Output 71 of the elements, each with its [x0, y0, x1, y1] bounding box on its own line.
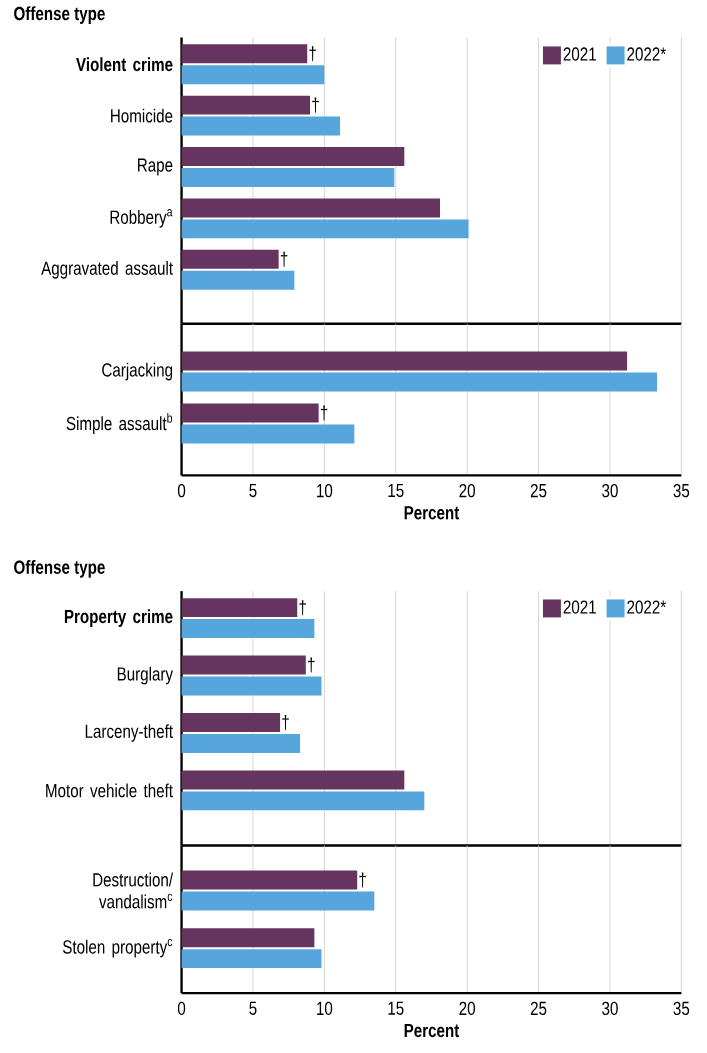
bar: [181, 655, 306, 675]
y-tick-label: Burglary: [117, 666, 173, 685]
bar: [181, 44, 308, 64]
x-tick-label: 15: [388, 1001, 404, 1015]
annotation: †: [282, 714, 289, 730]
legend-label: 2022*: [627, 600, 666, 614]
bar: [181, 619, 315, 639]
bar: [181, 733, 300, 753]
y-tick-label: Carjacking: [102, 362, 172, 381]
bar: [181, 770, 405, 790]
bar: [181, 167, 395, 187]
y-tick-label: Homicide: [110, 108, 173, 123]
bar: [181, 95, 310, 115]
bar: [181, 403, 319, 423]
bar: [181, 219, 469, 239]
bar: [181, 949, 322, 969]
bar: [181, 598, 298, 618]
x-tick-label: 5: [249, 483, 257, 498]
y-tick-label: Destruction/ vandalism$^{c}$: [93, 872, 173, 909]
x-tick-label: 35: [673, 1001, 689, 1016]
x-tick-label: 25: [530, 483, 547, 498]
x-tick-label: 10: [316, 1001, 333, 1016]
chart-title: Offense type: [13, 559, 105, 578]
legend-label: 2021: [563, 600, 596, 614]
y-tick-label: Property crime: [64, 609, 173, 627]
x-tick-label: 20: [459, 483, 475, 498]
x-axis-title: Percent: [404, 506, 459, 520]
bar: [181, 713, 280, 732]
legend-label: 2022*: [627, 47, 666, 61]
annotation: †: [280, 251, 288, 267]
y-tick-label: Larceny-theft: [85, 724, 173, 742]
x-tick-label: 0: [177, 483, 186, 498]
x-tick-label: 15: [388, 483, 404, 498]
bar: [181, 65, 325, 85]
x-tick-label: 10: [316, 483, 333, 498]
bar: [181, 870, 358, 890]
bar: [181, 372, 657, 392]
annotation: †: [312, 97, 319, 113]
bar: [181, 891, 375, 911]
annotation: †: [307, 657, 315, 673]
annotation: †: [299, 600, 306, 616]
y-tick-label: Robbery$^{a}$: [110, 209, 173, 228]
x-tick-label: 25: [530, 1001, 547, 1016]
bar: [181, 249, 279, 269]
bar: [181, 676, 322, 696]
bar: [181, 351, 627, 371]
x-tick-label: 20: [459, 1001, 475, 1016]
x-tick-label: 30: [601, 483, 618, 498]
x-axis-title: Percent: [404, 1023, 459, 1038]
y-tick-label: Aggravated assault: [41, 260, 173, 279]
x-tick-label: 35: [673, 483, 689, 498]
y-tick-label: Rape: [137, 158, 173, 176]
x-tick-label: 30: [601, 1001, 618, 1016]
annotation: †: [359, 872, 366, 888]
bar: [181, 116, 340, 136]
x-tick-label: 5: [249, 1001, 257, 1015]
bar: [181, 147, 405, 166]
bar: [181, 270, 295, 290]
annotation: †: [309, 46, 316, 62]
chart-title: Offense type: [13, 6, 105, 24]
y-tick-label: Stolen property$^{c}$: [62, 938, 173, 958]
y-tick-label: Motor vehicle theft: [46, 783, 173, 798]
y-tick-label: Violent crime: [75, 57, 173, 72]
bar: [181, 424, 355, 444]
bar: [181, 198, 440, 218]
bar: [181, 928, 315, 948]
annotation: †: [320, 405, 328, 421]
x-tick-label: 0: [177, 1001, 186, 1016]
legend-label: 2021: [563, 47, 596, 61]
bar: [181, 791, 425, 811]
y-tick-label: Simple assault$^{b}$: [66, 412, 172, 434]
